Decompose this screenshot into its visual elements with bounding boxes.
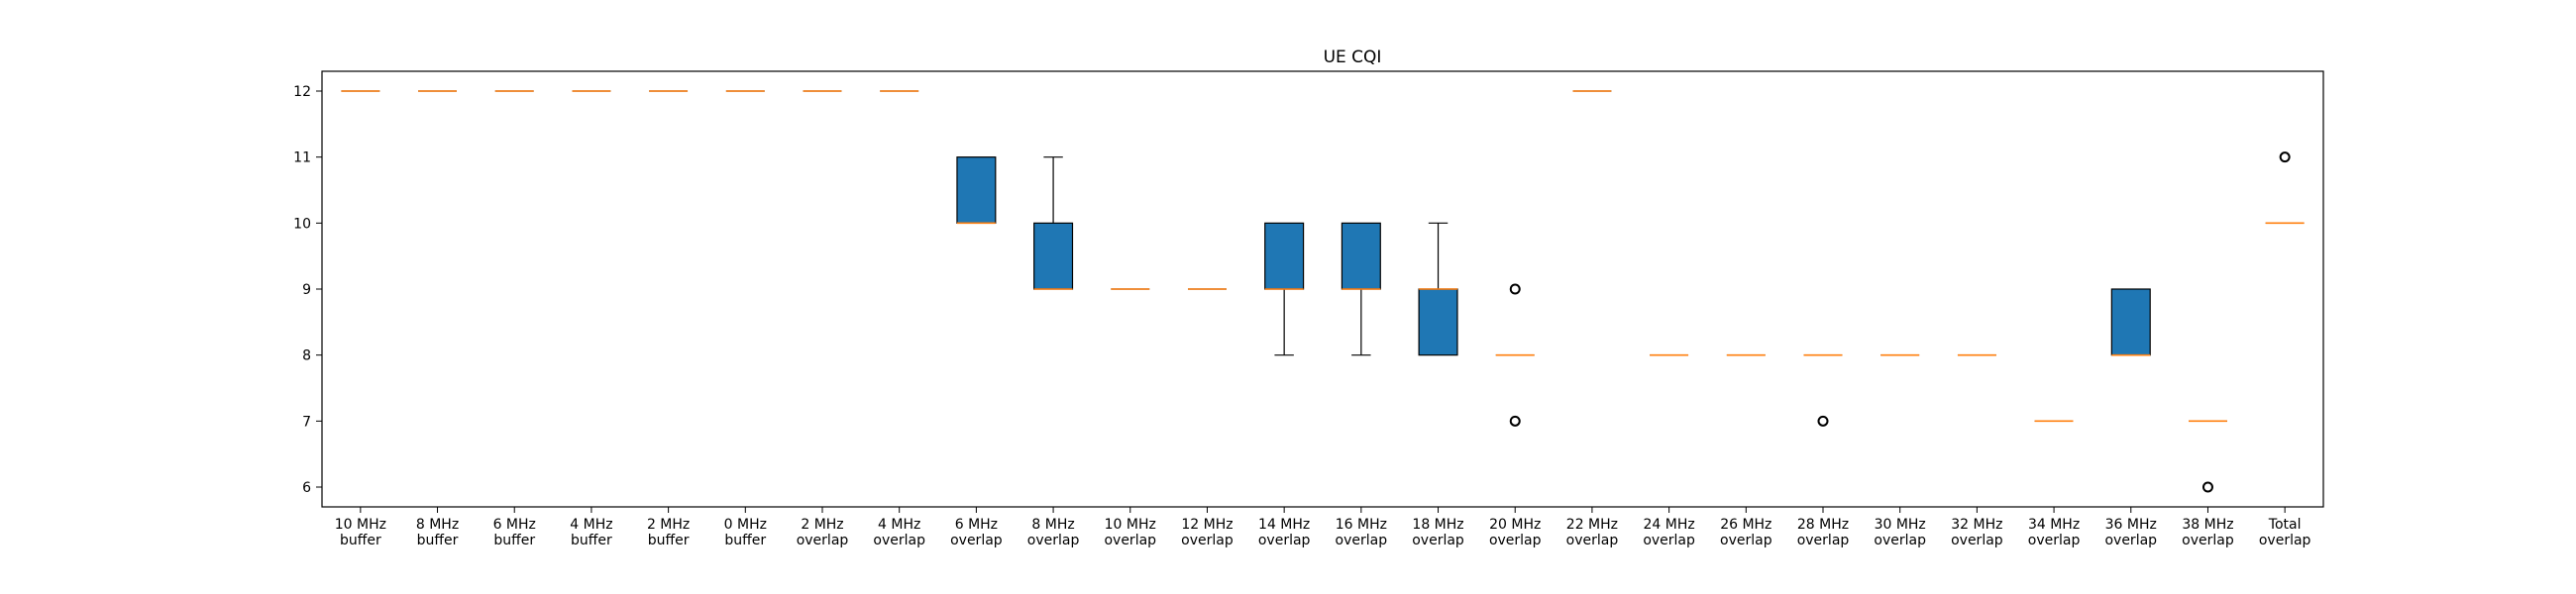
x-tick-label: 4 MHz buffer [570, 517, 612, 548]
y-tick-label: 11 [293, 150, 311, 166]
outlier-point [1817, 415, 1829, 427]
plot-area: 6 7 8 9 10 11 12 10 MHz buffer 8 MHz buffer 6 MHz bu… [293, 84, 2310, 548]
box-iqr [1033, 222, 1074, 290]
x-tick-label: 8 MHz overlap [1027, 517, 1080, 548]
box-iqr [1418, 288, 1458, 356]
y-tick-label: 9 [302, 282, 311, 298]
x-tick-label: 16 MHz overlap [1336, 517, 1388, 548]
x-tick-label: 14 MHz overlap [1258, 517, 1311, 548]
x-tick-label: 6 MHz overlap [950, 517, 1003, 548]
x-tick-label: 12 MHz overlap [1181, 517, 1234, 548]
y-tick-label: 7 [302, 414, 311, 430]
box-iqr [1264, 222, 1305, 290]
box-iqr [956, 156, 997, 224]
x-tick-label: 8 MHz buffer [416, 517, 459, 548]
y-tick-label: 8 [302, 348, 311, 364]
x-tick-label: 10 MHz buffer [335, 517, 386, 548]
x-tick-label: 36 MHz overlap [2104, 517, 2157, 548]
x-tick-label: 38 MHz overlap [2182, 517, 2234, 548]
outlier-point [2279, 151, 2291, 163]
chart-title: UE CQI [1324, 48, 1382, 67]
x-tick-label: 28 MHz overlap [1797, 517, 1850, 548]
box-iqr [1341, 222, 1381, 290]
y-tick-label: 12 [293, 84, 311, 100]
x-tick-label: 18 MHz overlap [1412, 517, 1464, 548]
box-iqr [2110, 288, 2151, 356]
x-tick-label: 26 MHz overlap [1720, 517, 1772, 548]
x-tick-label: 22 MHz overlap [1566, 517, 1619, 548]
outlier-point [1509, 415, 1521, 427]
x-tick-label: 20 MHz overlap [1489, 517, 1542, 548]
x-tick-label: 0 MHz buffer [724, 517, 767, 548]
axes-frame [321, 70, 2324, 508]
x-tick-label: Total overlap [2259, 517, 2311, 548]
x-tick-label: 10 MHz overlap [1104, 517, 1156, 548]
outlier-point [1509, 283, 1521, 295]
x-tick-label: 32 MHz overlap [1951, 517, 2003, 548]
x-tick-label: 6 MHz buffer [493, 517, 536, 548]
x-tick-label: 2 MHz buffer [647, 517, 690, 548]
y-tick-label: 10 [293, 216, 311, 232]
y-tick-label: 6 [302, 480, 311, 496]
x-tick-label: 24 MHz overlap [1643, 517, 1695, 548]
x-tick-label: 30 MHz overlap [1874, 517, 1926, 548]
outlier-point [2201, 481, 2213, 493]
x-tick-label: 2 MHz overlap [797, 517, 849, 548]
x-tick-label: 4 MHz overlap [873, 517, 925, 548]
x-tick-label: 34 MHz overlap [2028, 517, 2081, 548]
